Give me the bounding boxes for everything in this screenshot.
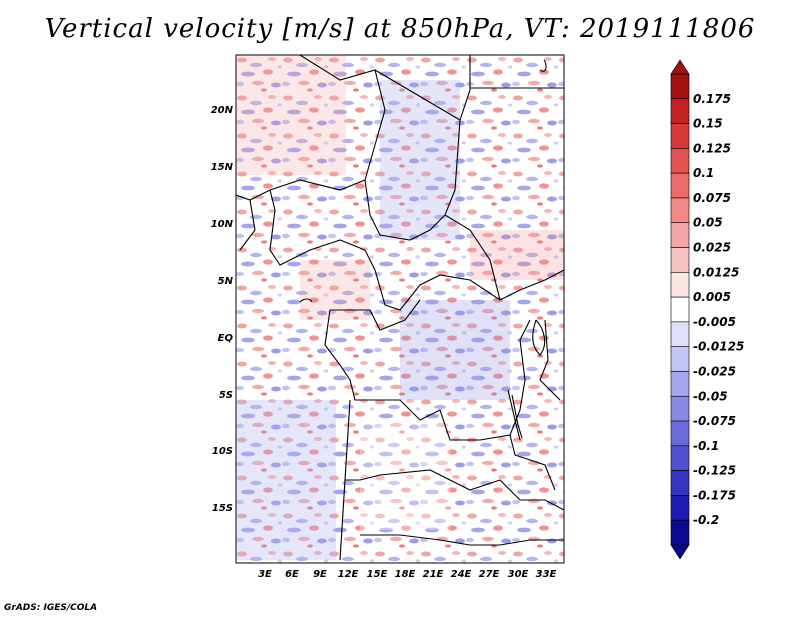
map-panel	[235, 54, 565, 564]
lon-label-27e: 27E	[479, 569, 500, 580]
colorbar-segment	[670, 98, 690, 124]
latitude-axis: 20N 15N 10N 5N EQ 5S 10S 15S	[211, 105, 234, 514]
colorbar-segment	[670, 197, 690, 224]
colorbar-segment	[670, 172, 690, 199]
colorbar-level-label: -0.1	[693, 439, 719, 453]
colorbar-segment	[670, 321, 690, 347]
lat-label-eq: EQ	[218, 333, 234, 344]
colorbar-level-label: 0.125	[693, 141, 731, 155]
map-title: Vertical velocity [m/s] at 850hPa, VT: 2…	[44, 14, 756, 44]
lon-label-18e: 18E	[395, 569, 416, 580]
vertical-velocity-field	[236, 55, 564, 563]
colorbar-level-label: -0.005	[693, 315, 736, 329]
country-boundaries	[236, 55, 564, 561]
colorbar-segment	[670, 445, 690, 471]
lon-label-24e: 24E	[451, 569, 472, 580]
colorbar-level-label: -0.025	[693, 364, 736, 378]
colorbar-segment	[670, 346, 690, 372]
colorbar-segment	[670, 148, 690, 174]
lat-label-10s: 10S	[212, 446, 233, 457]
colorbar-segment	[670, 395, 690, 422]
grads-credit: GrADS: IGES/COLA	[4, 603, 98, 613]
colorbar-segment	[670, 470, 690, 496]
colorbar-level-label: -0.075	[693, 414, 736, 428]
colorbar-level-label: 0.175	[693, 92, 731, 106]
colorbar-level-label: 0.005	[693, 290, 731, 304]
colorbar-segment	[670, 519, 690, 546]
lon-label-3e: 3E	[258, 569, 272, 580]
lon-label-12e: 12E	[338, 569, 359, 580]
lon-label-21e: 21E	[423, 569, 444, 580]
colorbar-level-label: 0.15	[693, 117, 723, 131]
colorbar-level-label: 0.025	[693, 241, 731, 255]
lon-label-9e: 9E	[313, 569, 327, 580]
colorbar-bottom-arrow	[670, 544, 690, 560]
colorbar-level-label: -0.125	[693, 464, 736, 478]
colorbar-level-label: 0.05	[693, 216, 723, 230]
lat-label-15s: 15S	[212, 503, 233, 514]
lat-label-10n: 10N	[211, 219, 234, 230]
lon-label-6e: 6E	[285, 569, 299, 580]
colorbar-top-arrow	[670, 59, 690, 75]
colorbar-segment	[670, 420, 690, 447]
colorbar-level-label: 0.0125	[693, 265, 739, 279]
lon-label-15e: 15E	[367, 569, 388, 580]
colorbar-level-label: 0.075	[693, 191, 731, 205]
lat-label-15n: 15N	[211, 162, 234, 173]
field-texture	[236, 55, 564, 560]
colorbar-segment	[670, 222, 690, 248]
longitude-axis: 3E 6E 9E 12E 15E 18E 21E 24E 27E 30E 33E	[258, 569, 556, 580]
colorbar-segment	[670, 73, 690, 100]
colorbar-level-label: -0.0125	[693, 340, 744, 354]
colorbar: 0.175 0.15 0.125 0.1 0.075 0.05 0.025 0.0125 0.0…	[670, 59, 744, 560]
colorbar-segment	[670, 272, 690, 298]
colorbar-segment	[670, 123, 690, 149]
colorbar-segment	[670, 371, 690, 397]
colorbar-segment	[670, 495, 690, 521]
lon-label-30e: 30E	[508, 569, 529, 580]
colorbar-level-label: 0.1	[693, 166, 714, 180]
lat-label-5n: 5N	[218, 276, 234, 287]
lat-label-20n: 20N	[211, 105, 234, 116]
colorbar-level-label: -0.2	[693, 513, 719, 527]
lat-label-5s: 5S	[219, 390, 233, 401]
colorbar-level-label: -0.05	[693, 389, 728, 403]
colorbar-level-label: -0.175	[693, 488, 736, 502]
colorbar-segment	[670, 296, 690, 323]
colorbar-segment	[670, 247, 690, 273]
lon-label-33e: 33E	[536, 569, 557, 580]
